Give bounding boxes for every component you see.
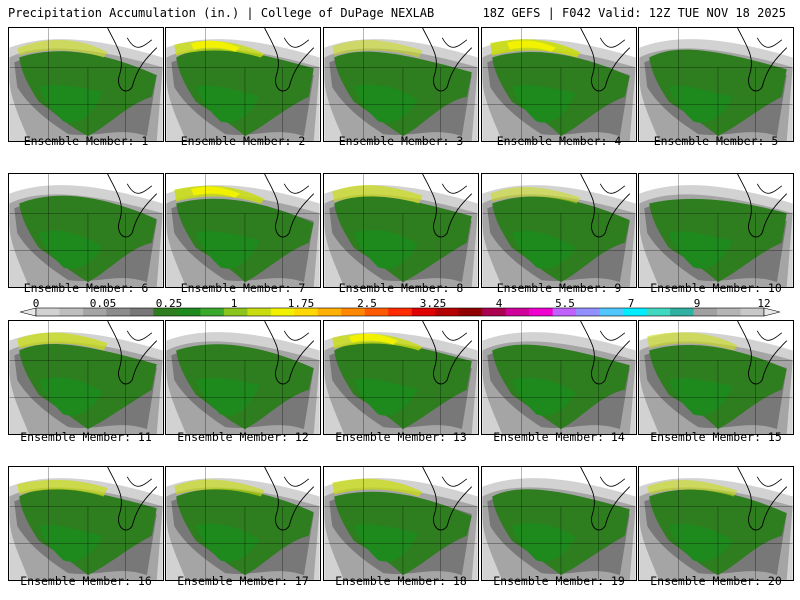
map-title: Precipitation Accumulation (in.) | Colle… xyxy=(8,6,435,20)
ensemble-map-4 xyxy=(481,27,637,142)
colorbar-tick-label: 0.05 xyxy=(89,297,117,310)
colorbar-bin-30 xyxy=(740,308,765,316)
colorbar-bin-19 xyxy=(482,308,507,316)
colorbar-bin-10 xyxy=(270,308,295,316)
ensemble-map-9 xyxy=(481,173,637,288)
colorbar-tick-label: 3.25 xyxy=(419,297,447,310)
colorbar-tick-label: 0 xyxy=(32,297,40,310)
ensemble-member-label: Ensemble Member: 15 xyxy=(650,430,782,444)
colorbar-bin-4 xyxy=(129,308,154,316)
colorbar-bin-11 xyxy=(294,308,319,316)
colorbar-bin-29 xyxy=(717,308,742,316)
colorbar-bin-14 xyxy=(364,308,389,316)
colorbar-bin-25 xyxy=(623,308,648,316)
colorbar-bin-0 xyxy=(36,308,60,316)
colorbar-tick-label: 4 xyxy=(495,297,503,310)
colorbar-bin-24 xyxy=(599,308,624,316)
colorbar-bin-12 xyxy=(317,308,342,316)
ensemble-member-label: Ensemble Member: 17 xyxy=(177,574,309,588)
ensemble-member-label: Ensemble Member: 20 xyxy=(650,574,782,588)
ensemble-map-5 xyxy=(638,27,794,142)
colorbar-bin-15 xyxy=(388,308,413,316)
colorbar-bin-20 xyxy=(505,308,530,316)
ensemble-map-3 xyxy=(323,27,479,142)
ensemble-map-18 xyxy=(323,466,479,581)
ensemble-map-19 xyxy=(481,466,637,581)
ensemble-member-label: Ensemble Member: 1 xyxy=(23,134,149,148)
ensemble-map-15 xyxy=(638,320,794,435)
ensemble-map-8 xyxy=(323,173,479,288)
ensemble-member-label: Ensemble Member: 19 xyxy=(493,574,625,588)
colorbar-bin-28 xyxy=(693,308,718,316)
ensemble-member-label: Ensemble Member: 18 xyxy=(335,574,467,588)
colorbar-bin-1 xyxy=(59,308,84,316)
colorbar-tick-label: 12 xyxy=(757,297,771,310)
ensemble-member-label: Ensemble Member: 11 xyxy=(20,430,152,444)
ensemble-member-label: Ensemble Member: 6 xyxy=(23,281,149,295)
ensemble-member-label: Ensemble Member: 8 xyxy=(338,281,464,295)
ensemble-member-label: Ensemble Member: 9 xyxy=(496,281,622,295)
ensemble-map-14 xyxy=(481,320,637,435)
ensemble-map-17 xyxy=(165,466,321,581)
ensemble-map-10 xyxy=(638,173,794,288)
colorbar-bin-16 xyxy=(411,308,436,316)
ensemble-map-6 xyxy=(8,173,164,288)
colorbar-tick-label: 9 xyxy=(693,297,701,310)
ensemble-member-label: Ensemble Member: 5 xyxy=(653,134,779,148)
ensemble-member-label: Ensemble Member: 3 xyxy=(338,134,464,148)
colorbar-bin-21 xyxy=(529,308,554,316)
colorbar-bin-18 xyxy=(458,308,483,316)
colorbar-bin-3 xyxy=(106,308,131,316)
ensemble-member-label: Ensemble Member: 2 xyxy=(180,134,306,148)
colorbar-tick-label: 7 xyxy=(627,297,635,310)
colorbar-tick-label: 1.75 xyxy=(287,297,315,310)
colorbar-tick-label: 0.25 xyxy=(155,297,183,310)
ensemble-map-13 xyxy=(323,320,479,435)
precip-colorbar xyxy=(19,307,781,317)
colorbar-bin-23 xyxy=(576,308,601,316)
colorbar-bin-7 xyxy=(200,308,225,316)
colorbar-bin-13 xyxy=(341,308,366,316)
colorbar-right-arrow xyxy=(763,307,781,317)
colorbar-bin-26 xyxy=(646,308,671,316)
ensemble-map-11 xyxy=(8,320,164,435)
colorbar-bin-9 xyxy=(247,308,272,316)
colorbar-bin-17 xyxy=(435,308,460,316)
ensemble-map-7 xyxy=(165,173,321,288)
colorbar-bin-2 xyxy=(82,308,107,316)
ensemble-map-2 xyxy=(165,27,321,142)
ensemble-member-label: Ensemble Member: 4 xyxy=(496,134,622,148)
colorbar-tick-label: 1 xyxy=(230,297,238,310)
model-run-label: 18Z GEFS | F042 Valid: 12Z TUE NOV 18 20… xyxy=(482,6,786,20)
ensemble-member-label: Ensemble Member: 10 xyxy=(650,281,782,295)
ensemble-member-label: Ensemble Member: 14 xyxy=(493,430,625,444)
colorbar-tick-label: 5.5 xyxy=(555,297,575,310)
ensemble-member-label: Ensemble Member: 12 xyxy=(177,430,309,444)
ensemble-map-1 xyxy=(8,27,164,142)
colorbar-bin-5 xyxy=(153,308,178,316)
colorbar-bin-6 xyxy=(176,308,201,316)
ensemble-map-20 xyxy=(638,466,794,581)
ensemble-map-16 xyxy=(8,466,164,581)
colorbar-bin-27 xyxy=(670,308,695,316)
ensemble-member-label: Ensemble Member: 13 xyxy=(335,430,467,444)
colorbar-tick-label: 2.5 xyxy=(357,297,377,310)
colorbar-bin-8 xyxy=(223,308,248,316)
ensemble-member-label: Ensemble Member: 16 xyxy=(20,574,152,588)
ensemble-member-label: Ensemble Member: 7 xyxy=(180,281,306,295)
ensemble-map-12 xyxy=(165,320,321,435)
colorbar-bin-22 xyxy=(552,308,577,316)
